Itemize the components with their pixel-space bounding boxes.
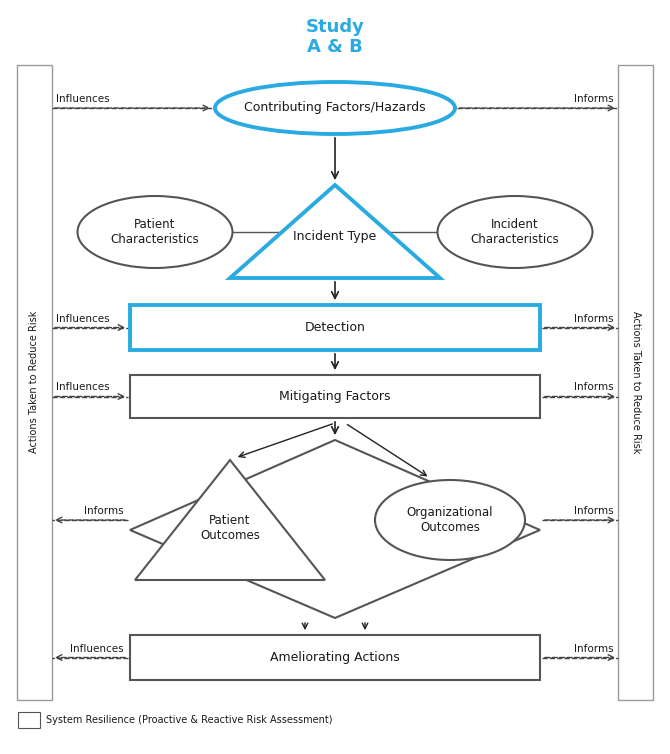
Bar [18,712,40,728]
Text: Organizational
Outcomes: Organizational Outcomes [407,506,493,534]
Text: Contributing Factors/Hazards: Contributing Factors/Hazards [244,102,426,115]
Text: Incident Type: Incident Type [293,230,377,243]
Text: Informs: Informs [574,506,614,516]
Ellipse shape [375,480,525,560]
Bar [130,635,540,680]
Text: Patient
Characteristics: Patient Characteristics [111,218,200,246]
Polygon shape [230,185,440,278]
Text: Mitigating Factors: Mitigating Factors [279,390,391,403]
Text: Patient
Outcomes: Patient Outcomes [200,514,260,542]
Text: Informs: Informs [574,94,614,104]
Text: Actions Taken to Reduce Risk: Actions Taken to Reduce Risk [29,311,39,453]
Bar [618,65,653,700]
Ellipse shape [78,196,232,268]
Text: Informs: Informs [84,506,124,516]
Text: Ameliorating Actions: Ameliorating Actions [270,651,400,664]
Text: Actions Taken to Reduce Risk: Actions Taken to Reduce Risk [631,311,641,453]
Text: A & B: A & B [307,38,363,56]
Text: Informs: Informs [574,382,614,393]
Ellipse shape [215,82,455,134]
Text: Influences: Influences [70,643,124,654]
Bar [17,65,52,700]
Text: Influences: Influences [56,94,110,104]
Ellipse shape [438,196,592,268]
Text: Influences: Influences [56,314,110,323]
Text: Detection: Detection [305,321,365,334]
Text: Informs: Informs [574,314,614,323]
Text: Informs: Informs [574,643,614,654]
Text: Influences: Influences [56,382,110,393]
Text: System Resilience (Proactive & Reactive Risk Assessment): System Resilience (Proactive & Reactive … [46,715,332,725]
Bar [130,375,540,418]
Bar [130,305,540,350]
Text: Study: Study [306,18,364,36]
Text: Incident
Characteristics: Incident Characteristics [470,218,559,246]
Polygon shape [135,460,325,580]
